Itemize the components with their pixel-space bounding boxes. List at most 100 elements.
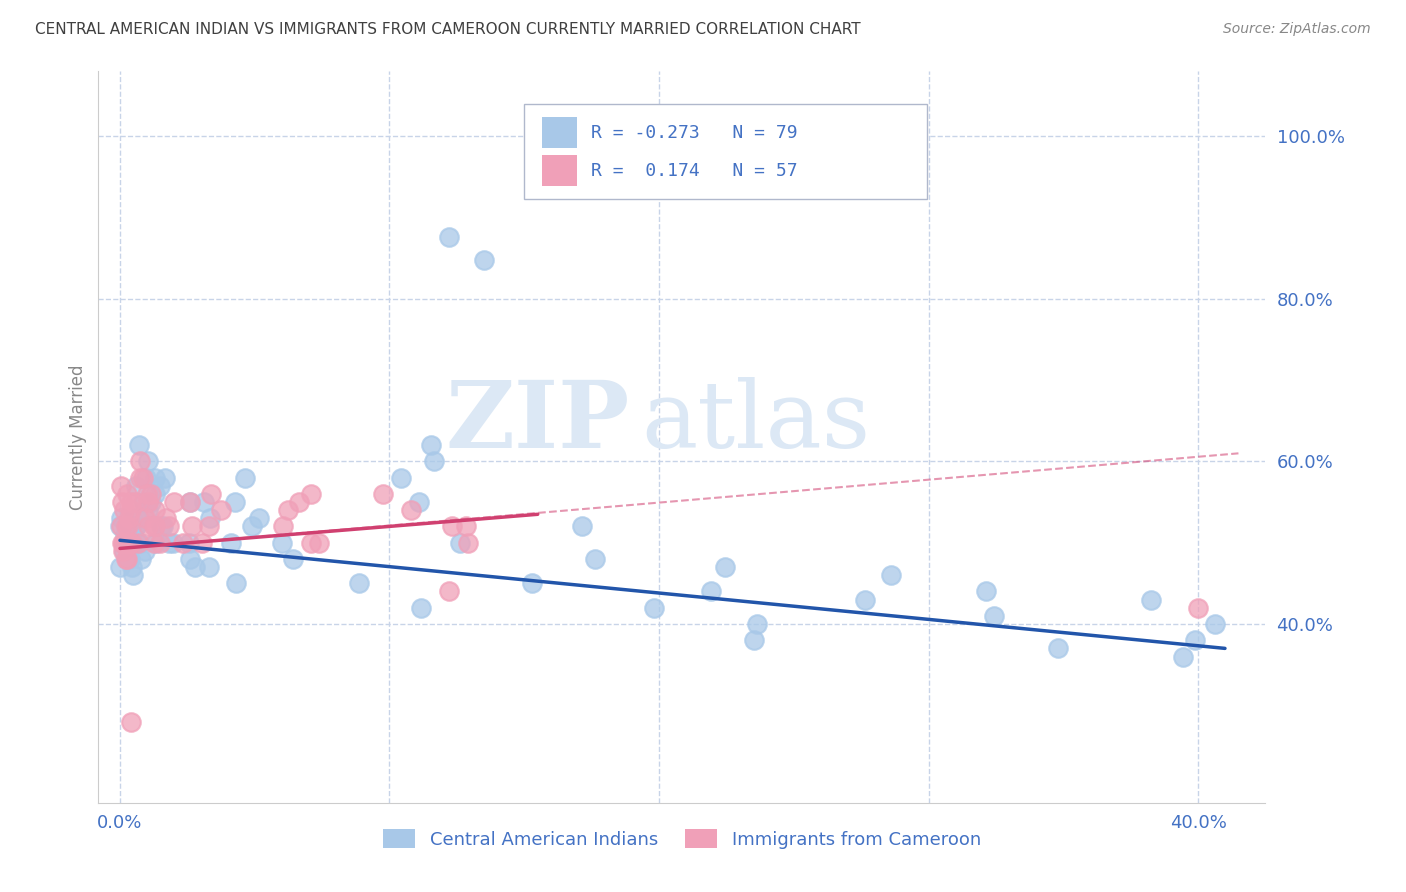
Point	[152, 519, 174, 533]
Point	[117, 519, 139, 533]
Point	[149, 479, 172, 493]
Point	[288, 495, 311, 509]
Point	[308, 535, 330, 549]
Point	[125, 519, 148, 533]
Point	[700, 584, 723, 599]
Point	[122, 568, 145, 582]
Point	[114, 535, 136, 549]
Point	[136, 454, 159, 468]
Point	[277, 503, 299, 517]
Point	[408, 495, 430, 509]
Point	[125, 519, 148, 533]
Point	[118, 511, 141, 525]
Point	[110, 519, 132, 533]
Point	[177, 535, 200, 549]
Point	[136, 519, 159, 533]
Point	[184, 560, 207, 574]
Point	[172, 535, 194, 549]
Point	[136, 487, 159, 501]
Point	[111, 495, 134, 509]
Point	[145, 487, 167, 501]
Text: R =  0.174   N = 57: R = 0.174 N = 57	[591, 161, 797, 180]
Text: atlas: atlas	[641, 377, 870, 467]
Point	[121, 560, 143, 574]
Point	[389, 471, 412, 485]
Point	[125, 495, 148, 509]
Point	[115, 552, 138, 566]
Point	[349, 576, 371, 591]
Point	[120, 503, 142, 517]
Point	[112, 544, 135, 558]
Point	[371, 487, 394, 501]
Point	[118, 535, 141, 549]
Point	[115, 519, 138, 533]
Text: ZIP: ZIP	[446, 377, 630, 467]
Point	[145, 471, 167, 485]
Point	[127, 511, 149, 525]
Point	[120, 495, 142, 509]
Point	[880, 568, 903, 582]
Point	[399, 503, 422, 517]
Point	[240, 519, 263, 533]
Point	[270, 535, 292, 549]
Point	[125, 479, 148, 493]
Point	[135, 471, 157, 485]
Y-axis label: Currently Married: Currently Married	[69, 364, 87, 510]
Point	[1047, 641, 1070, 656]
Point	[191, 535, 214, 549]
Point	[219, 535, 242, 549]
Point	[111, 535, 134, 549]
Point	[120, 527, 142, 541]
Point	[112, 544, 135, 558]
Point	[1184, 633, 1206, 648]
Point	[120, 535, 142, 549]
Point	[120, 519, 142, 533]
Bar	[541, 155, 576, 186]
Point	[145, 535, 167, 549]
Point	[419, 438, 441, 452]
Point	[121, 535, 143, 549]
Point	[437, 584, 460, 599]
Point	[128, 438, 150, 452]
Point	[457, 535, 479, 549]
Text: CENTRAL AMERICAN INDIAN VS IMMIGRANTS FROM CAMEROON CURRENTLY MARRIED CORRELATIO: CENTRAL AMERICAN INDIAN VS IMMIGRANTS FR…	[35, 22, 860, 37]
Point	[714, 560, 737, 574]
Point	[454, 519, 477, 533]
Point	[643, 600, 665, 615]
Point	[974, 584, 997, 599]
FancyBboxPatch shape	[524, 104, 927, 200]
Point	[983, 608, 1005, 623]
Point	[132, 495, 155, 509]
Point	[273, 519, 295, 533]
Point	[139, 495, 162, 509]
Point	[139, 487, 162, 501]
Point	[853, 592, 876, 607]
Point	[149, 535, 172, 549]
Point	[112, 503, 135, 517]
Point	[423, 454, 446, 468]
Point	[117, 552, 139, 566]
Point	[129, 471, 152, 485]
Bar	[541, 118, 576, 148]
Point	[159, 535, 181, 549]
Point	[110, 479, 132, 493]
Point	[247, 511, 270, 525]
Point	[118, 552, 141, 566]
Point	[128, 535, 150, 549]
Point	[200, 511, 222, 525]
Point	[520, 576, 543, 591]
Point	[747, 617, 769, 632]
Point	[1187, 600, 1209, 615]
Point	[299, 487, 322, 501]
Point	[437, 230, 460, 244]
Point	[134, 544, 156, 558]
Point	[132, 471, 155, 485]
Point	[163, 495, 186, 509]
Point	[153, 471, 176, 485]
Point	[1204, 617, 1226, 632]
Point	[585, 552, 607, 566]
Text: Source: ZipAtlas.com: Source: ZipAtlas.com	[1223, 22, 1371, 37]
Point	[233, 471, 256, 485]
Point	[143, 519, 166, 533]
Point	[136, 495, 159, 509]
